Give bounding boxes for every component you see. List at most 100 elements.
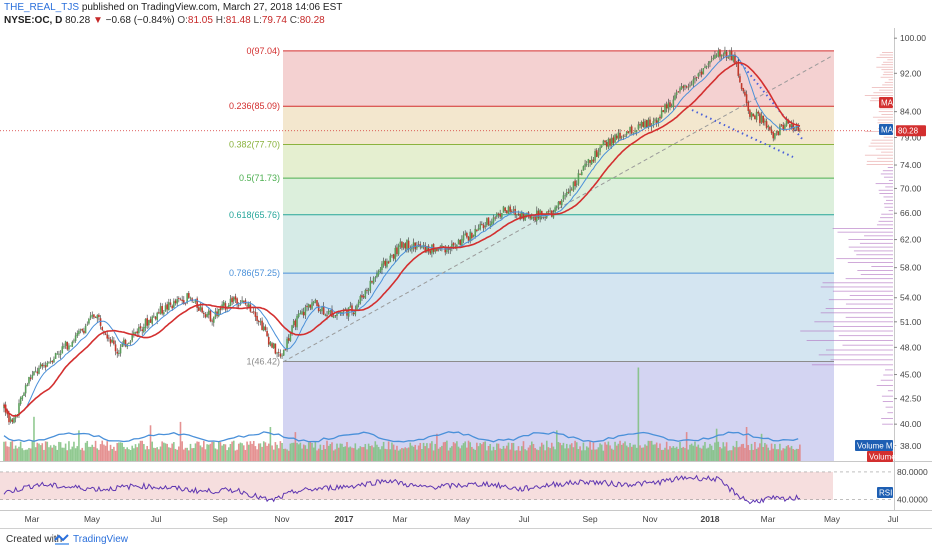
volume-bar xyxy=(540,442,543,461)
candle-body xyxy=(151,316,153,324)
candle-body xyxy=(114,344,117,352)
volume-bar xyxy=(254,446,257,461)
candle-body xyxy=(394,247,397,260)
volume-bar xyxy=(660,449,663,461)
volume-bar xyxy=(262,441,265,461)
candle-body xyxy=(371,281,373,283)
volume-bar xyxy=(612,449,615,461)
candle-body xyxy=(725,51,728,58)
candle-body xyxy=(482,224,485,229)
candle-body xyxy=(770,129,773,134)
candle-body xyxy=(94,317,97,318)
candle-body xyxy=(234,296,237,300)
candle-body xyxy=(379,269,382,272)
volume-bar xyxy=(752,449,755,461)
candle-body xyxy=(695,77,698,78)
candle-body xyxy=(332,316,335,318)
candle-body xyxy=(309,304,312,308)
volume-bar xyxy=(101,440,104,461)
candle-body xyxy=(497,213,500,215)
candle-body xyxy=(63,346,65,348)
tradingview-logo-icon[interactable] xyxy=(54,532,70,546)
volume-bar xyxy=(622,443,625,461)
tradingview-brand[interactable]: TradingView xyxy=(73,534,129,545)
symbol-label[interactable]: NYSE:OC, D xyxy=(4,15,63,26)
volume-profile-bar xyxy=(877,122,893,124)
volume-bar xyxy=(707,447,710,461)
volume-profile-bar xyxy=(881,213,893,215)
volume-profile-bar xyxy=(883,203,893,205)
candle-body xyxy=(56,353,59,355)
volume-bar xyxy=(397,450,400,461)
volume-bar xyxy=(349,446,352,461)
candle-body xyxy=(745,94,748,104)
candle-body xyxy=(271,343,273,348)
candle-body xyxy=(251,312,253,313)
candle-body xyxy=(86,324,89,326)
candle-body xyxy=(790,123,793,127)
volume-bar xyxy=(494,450,496,461)
candle-body xyxy=(389,255,392,263)
candle-body xyxy=(33,371,35,376)
volume-profile-bar xyxy=(882,52,893,53)
candle-body xyxy=(106,334,109,339)
volume-bar xyxy=(625,445,628,461)
candle-body xyxy=(206,313,208,317)
volume-bar xyxy=(594,449,596,461)
candle-body xyxy=(224,303,227,310)
candle-body xyxy=(364,290,367,299)
candle-body xyxy=(9,418,12,422)
volume-bar xyxy=(49,445,52,461)
fib-level-label: 0.382(77.70) xyxy=(229,139,280,149)
candle-body xyxy=(109,339,112,344)
volume-bar xyxy=(427,448,430,461)
chart-canvas[interactable]: 0(97.04) 0.236(85.09) 0.382(77.70) 0.5(71.7… xyxy=(0,0,932,528)
volume-bar xyxy=(419,442,422,461)
candle-body xyxy=(429,250,432,254)
candle-body xyxy=(124,339,127,347)
volume-bar xyxy=(321,449,323,461)
candle-body xyxy=(104,333,107,335)
candle-body xyxy=(166,304,168,310)
volume-bar xyxy=(291,442,293,461)
volume-bar xyxy=(737,447,740,461)
candle-body xyxy=(272,343,275,349)
volume-bar xyxy=(712,450,715,461)
candle-body xyxy=(484,225,486,227)
candle-body xyxy=(714,54,716,59)
candle-body xyxy=(557,201,560,206)
candle-body xyxy=(376,273,378,278)
volume-profile-bar xyxy=(887,59,893,61)
volume-bar xyxy=(163,442,165,461)
volume-bar xyxy=(391,442,393,461)
candle-body xyxy=(217,308,220,317)
volume-bar xyxy=(256,449,258,461)
volume-bar xyxy=(204,449,207,461)
volume-bar xyxy=(24,449,27,461)
candle-body xyxy=(449,249,452,251)
volume-bar xyxy=(416,449,418,461)
volume-bar xyxy=(684,448,686,461)
volume-bar xyxy=(69,449,72,461)
time-tick-label: Sep xyxy=(212,514,227,524)
volume-bar xyxy=(287,450,290,461)
volume-bar xyxy=(38,443,40,461)
candle-body xyxy=(136,331,138,334)
open-value: 81.05 xyxy=(187,15,213,26)
volume-profile-bar xyxy=(866,164,893,165)
author-link[interactable]: THE_REAL_TJS xyxy=(4,2,80,13)
candle-body xyxy=(784,125,786,129)
candle-body xyxy=(567,191,570,193)
candle-body xyxy=(575,183,578,185)
volume-bar xyxy=(267,443,270,461)
candle-body xyxy=(516,214,518,216)
candle-body xyxy=(21,395,24,399)
candle-body xyxy=(84,326,87,334)
candle-body xyxy=(387,261,390,264)
volume-profile-bar xyxy=(881,395,893,397)
volume-bar xyxy=(705,448,708,461)
volume-profile-bar xyxy=(825,308,893,309)
volume-bar xyxy=(464,441,467,461)
volume-profile-bar xyxy=(864,95,893,96)
volume-bar xyxy=(53,444,55,461)
